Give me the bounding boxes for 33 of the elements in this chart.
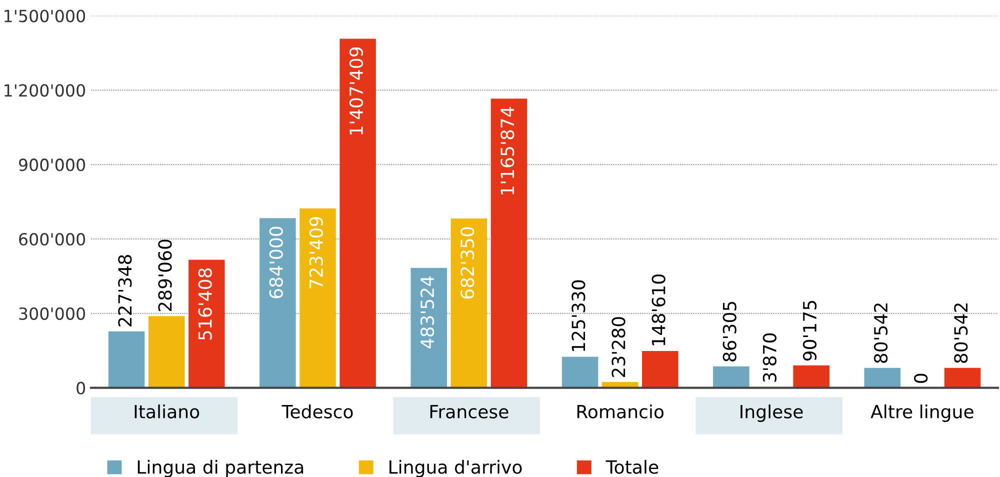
x-tick-label: Tedesco [282,404,353,418]
legend-label: Totale [606,460,658,474]
data-label: 148'610 [652,274,666,346]
data-label: 90'175 [802,300,817,361]
y-tick-label: 600'000 [19,232,86,246]
data-label: 1'407'409 [349,47,364,135]
data-label: 483'524 [420,276,434,348]
data-label: 125'330 [572,280,586,352]
y-tick-label: 1'200'000 [4,84,86,97]
data-label: 23'280 [612,317,626,377]
y-tick-label: 900'000 [18,158,86,172]
data-label: 516'408 [198,268,212,340]
data-label: 723'409 [309,217,323,288]
data-label: 80'542 [874,304,888,363]
x-tick-label: Romancio [577,404,664,418]
legend-label: Lingua d'arrivo [390,460,522,477]
y-tick-label: 1'500'000 [4,10,86,22]
data-label: 289'060 [158,240,172,312]
data-label: 684'000 [269,226,283,298]
x-tick-label: Inglese [740,404,803,422]
data-label: 1'165'874 [500,107,514,194]
x-tick-label: Francese [430,405,508,418]
legend-label: Lingua di partenza [138,460,304,477]
data-label: 682'350 [460,227,474,299]
data-label: 227'348 [118,255,132,326]
y-tick-label: 300'000 [19,307,86,320]
data-label: 80'542 [954,304,968,363]
y-tick-label: 0 [76,382,86,394]
x-tick-label: Altre lingue [870,404,974,422]
x-tick-label: Italiano [134,404,200,418]
data-label: 86'305 [722,302,736,362]
data-label: 0 [914,374,928,383]
data-label: 3'870 [762,333,776,382]
